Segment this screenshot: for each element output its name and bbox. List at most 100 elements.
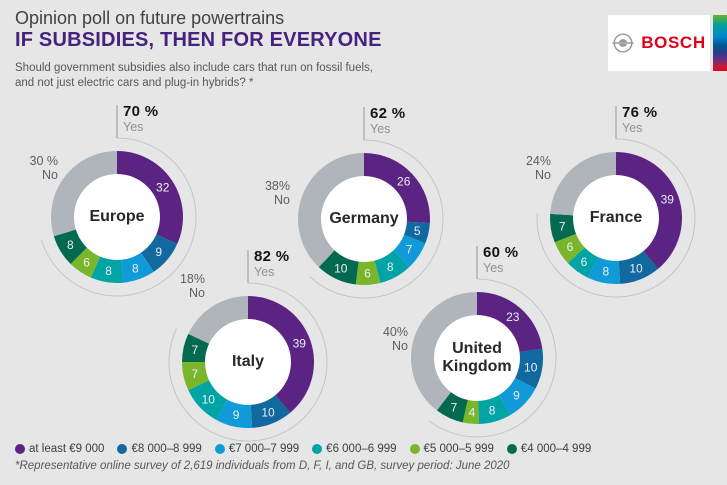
legend-label: at least €9 000 xyxy=(29,443,105,455)
yes-word: Yes xyxy=(370,122,391,136)
country-label: United Kingdom xyxy=(442,340,512,375)
segment-value: 39 xyxy=(661,193,675,207)
no-percentage: 40% xyxy=(382,325,408,339)
donut-hole xyxy=(321,176,407,262)
yes-word: Yes xyxy=(622,121,643,135)
segment-value: 10 xyxy=(261,406,275,420)
segment-value: 10 xyxy=(334,261,348,275)
segment-value: 8 xyxy=(105,264,112,278)
legend-label: €7 000–7 999 xyxy=(228,443,300,455)
legend-item: at least €9 000 xyxy=(15,443,104,455)
legend: at least €9 000 €8 000–8 999 €7 000–7 99… xyxy=(15,443,591,455)
yes-percentage: 62 % xyxy=(370,105,406,122)
segment-value: 39 xyxy=(293,337,307,351)
segment-value: 9 xyxy=(155,245,162,259)
legend-item: €7 000–7 999 xyxy=(214,443,300,455)
no-word: No xyxy=(42,168,58,182)
yes-word: Yes xyxy=(483,261,504,275)
headline: IF SUBSIDIES, THEN FOR EVERYONE xyxy=(15,29,382,51)
segment-value: 7 xyxy=(191,367,198,381)
yes-word: Yes xyxy=(123,120,144,134)
yes-percentage: 60 % xyxy=(483,244,519,261)
segment-value: 32 xyxy=(156,180,170,194)
yes-indicator-arc xyxy=(428,278,557,438)
segment-value: 8 xyxy=(387,260,394,274)
segment-value: 4 xyxy=(469,405,476,419)
yes-percentage: 70 % xyxy=(123,103,159,120)
segment-value: 6 xyxy=(581,255,588,269)
donut-hole xyxy=(434,315,520,401)
no-percentage: 30 % xyxy=(29,154,59,168)
segment-value: 8 xyxy=(602,265,609,279)
segment-value: 6 xyxy=(364,266,371,280)
segment-value: 7 xyxy=(406,243,413,257)
yes-callout: 70 % Yes xyxy=(119,103,159,135)
yes-percentage: 82 % xyxy=(254,248,290,265)
no-percentage: 24% xyxy=(525,154,551,168)
yes-indicator-arc xyxy=(309,139,444,299)
segment-value: 8 xyxy=(67,238,74,252)
segment-value: 10 xyxy=(524,360,538,374)
yes-indicator-arc xyxy=(40,137,197,297)
segment-value: 10 xyxy=(202,392,216,406)
no-word: No xyxy=(189,286,205,300)
yes-word: Yes xyxy=(254,265,275,279)
no-callout: 24% No xyxy=(491,154,551,182)
segment-value: 23 xyxy=(506,310,520,324)
footnote: *Representative online survey of 2,619 i… xyxy=(15,460,510,472)
legend-dot-light-blue xyxy=(214,444,225,454)
country-label: France xyxy=(589,209,643,226)
subtitle-line1: Should government subsidies also include… xyxy=(15,62,373,74)
yes-callout: 60 % Yes xyxy=(479,244,519,276)
yes-callout: 62 % Yes xyxy=(366,105,406,137)
legend-dot-dark-blue xyxy=(117,444,128,454)
segment-value: 6 xyxy=(83,255,90,269)
country-label: Germany xyxy=(329,210,399,227)
legend-label: €4 000–4 999 xyxy=(520,443,592,455)
yes-indicator-arc xyxy=(168,282,328,442)
legend-label: €6 000–6 999 xyxy=(326,443,397,455)
yes-indicator-arc xyxy=(536,138,696,298)
donut-hole xyxy=(74,174,160,260)
segment-value: 6 xyxy=(567,240,574,254)
no-percentage: 18% xyxy=(179,272,205,286)
legend-item: €6 000–6 999 xyxy=(312,443,397,455)
segment-value: 26 xyxy=(397,175,411,189)
no-callout: 18% No xyxy=(145,272,205,300)
subtitle-line2: and not just electric cars and plug-in h… xyxy=(15,77,254,89)
no-callout: 40% No xyxy=(348,325,408,353)
legend-item: €4 000–4 999 xyxy=(506,443,592,455)
country-label: Europe xyxy=(89,208,145,225)
no-callout: 30 % No xyxy=(0,154,59,182)
donut-hole xyxy=(573,175,659,261)
country-label: Italy xyxy=(231,353,264,370)
segment-value: 8 xyxy=(489,403,496,417)
page-title: Opinion poll on future powertrains xyxy=(15,8,285,28)
bosch-armature-icon xyxy=(612,33,634,53)
legend-item: €5 000–5 999 xyxy=(409,443,494,455)
bosch-supergraphic-stripe xyxy=(713,15,727,71)
donut-hole xyxy=(205,319,291,405)
legend-dot-cyan xyxy=(312,444,323,454)
legend-item: €8 000–8 999 xyxy=(117,443,202,455)
segment-value: 10 xyxy=(629,262,643,276)
legend-label: €8 000–8 999 xyxy=(131,443,202,455)
segment-value: 7 xyxy=(451,400,458,414)
legend-dot-dark-green xyxy=(506,444,517,454)
segment-value: 7 xyxy=(559,220,566,234)
bosch-logo: BOSCH xyxy=(608,15,710,71)
no-callout: 38% No xyxy=(230,179,290,207)
segment-value: 8 xyxy=(132,261,139,275)
bosch-wordmark: BOSCH xyxy=(641,33,706,52)
no-percentage: 38% xyxy=(264,179,290,193)
no-word: No xyxy=(535,168,551,182)
yes-callout: 76 % Yes xyxy=(618,105,657,136)
yes-callout: 82 % Yes xyxy=(250,248,290,280)
legend-dot-light-green xyxy=(409,444,420,454)
legend-label: €5 000–5 999 xyxy=(423,443,494,455)
no-word: No xyxy=(274,193,290,207)
no-word: No xyxy=(392,339,408,353)
legend-dot-purple xyxy=(15,444,25,454)
